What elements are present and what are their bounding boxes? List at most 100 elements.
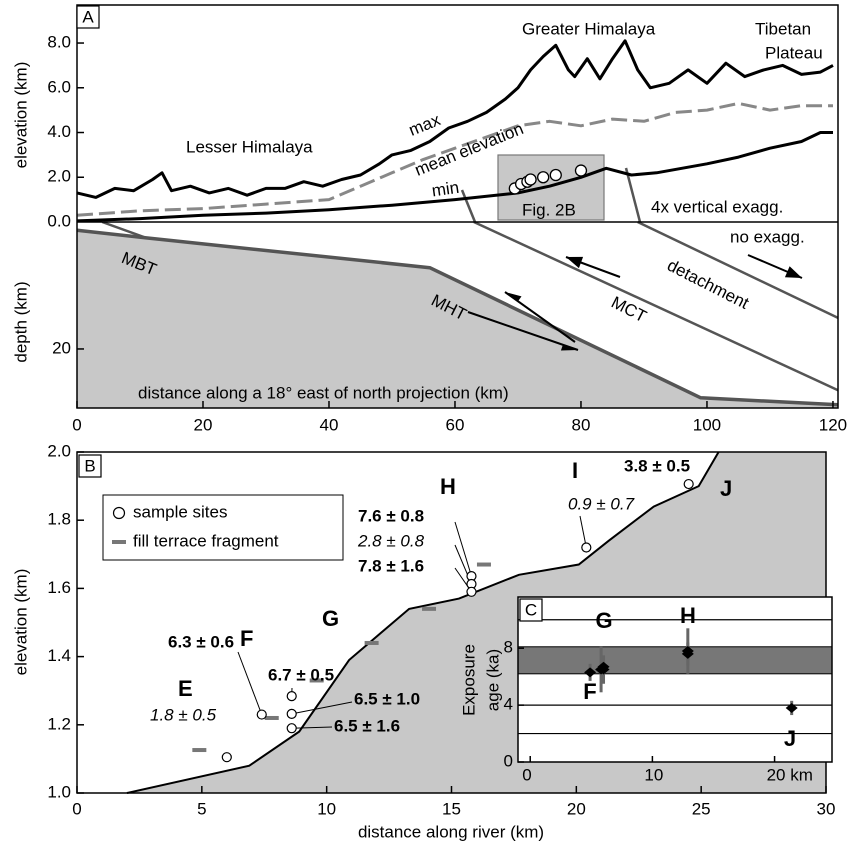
panel-label-box: [78, 454, 102, 478]
x-tick-label: 20 km: [767, 765, 813, 784]
y-tick-label: 4.0: [47, 122, 71, 141]
series-label: min: [431, 178, 461, 201]
panel-label-box: [519, 598, 543, 622]
detachment-trace: [624, 167, 642, 223]
arrow-head: [560, 344, 578, 351]
leader-line: [454, 521, 472, 577]
site-letter: F: [240, 626, 253, 651]
x-tick-label: 120: [819, 415, 847, 434]
footwall-fill: [77, 230, 838, 408]
panel-label: C: [525, 600, 537, 619]
y-axis-title: elevation (km): [11, 62, 30, 169]
age-label: 3.8 ± 0.5: [624, 456, 690, 475]
y-tick-label: 1.0: [47, 782, 71, 801]
x-tick-label: 100: [693, 415, 721, 434]
y-axis-title: age (ka): [483, 649, 502, 711]
river-profile: [126, 451, 720, 794]
annotation: Plateau: [765, 43, 823, 62]
site-letter: I: [572, 458, 578, 483]
y-axis-title: elevation (km): [11, 569, 30, 676]
x-tick-label: 20: [194, 415, 213, 434]
y-tick-label: 0: [504, 751, 513, 770]
leader-line: [291, 701, 353, 715]
mct-trace: [460, 189, 477, 223]
fault-line: [473, 220, 839, 392]
elevation-line: [76, 131, 833, 223]
sample-point: [574, 164, 588, 177]
x-tick-label: 60: [446, 415, 465, 434]
fault-line: [76, 228, 839, 407]
x-tick-label: 10: [317, 799, 336, 818]
age-label: 6.5 ± 1.0: [354, 689, 420, 708]
age-label: 1.8 ± 0.5: [150, 705, 217, 724]
y2-axis-title: depth (km): [11, 281, 30, 362]
x-tick-label: 15: [442, 799, 461, 818]
leader-line: [579, 515, 587, 548]
annotation: Lesser Himalaya: [186, 137, 313, 156]
y-tick-label: 2.0: [47, 441, 71, 460]
x-tick-label: 0: [72, 799, 81, 818]
annotation: no exagg.: [730, 227, 805, 246]
inset-area: [518, 597, 832, 762]
age-point: [584, 667, 597, 678]
site-letter: G: [595, 608, 612, 633]
sample-site: [286, 708, 297, 719]
site-letter: F: [583, 679, 596, 704]
arrow-head: [784, 266, 802, 278]
panel-label: A: [82, 7, 94, 26]
sample-site: [683, 478, 694, 490]
age-point: [681, 646, 694, 657]
age-label: 7.8 ± 1.6: [358, 556, 424, 575]
age-point: [785, 702, 798, 713]
sample-site: [466, 586, 477, 597]
panel-label: B: [84, 456, 95, 475]
x-tick-label: 25: [692, 799, 711, 818]
arrow-head: [566, 256, 584, 269]
y-tick-label: 1.8: [47, 510, 71, 529]
y-tick-label: 8.0: [47, 33, 71, 52]
arrow-head: [505, 292, 522, 302]
age-point: [595, 664, 608, 675]
legend-label: sample sites: [133, 502, 227, 521]
leader-line: [291, 726, 333, 729]
fault-line: [637, 220, 839, 320]
site-letter: H: [680, 603, 696, 628]
x-tick-label: 10: [644, 765, 663, 784]
arrow: [467, 311, 579, 351]
sample-point: [537, 171, 550, 184]
age-label: 7.6 ± 0.8: [358, 506, 424, 525]
annotation: 4x vertical exagg.: [651, 197, 783, 216]
y-tick-label: 1.4: [47, 646, 71, 665]
x-tick-label: 5: [197, 799, 206, 818]
x-axis-title: distance along river (km): [358, 822, 544, 841]
site-letter: H: [440, 474, 456, 499]
panel-label-box: [76, 5, 100, 29]
annotation: Greater Himalaya: [522, 19, 656, 38]
y-tick-label: 6.0: [47, 77, 71, 96]
x-tick-label: 0: [72, 415, 81, 434]
x-tick-label: 0: [522, 765, 531, 784]
legend-box: [102, 494, 344, 561]
elevation-line: [76, 101, 833, 217]
age-label: 6.7 ± 0.5: [268, 665, 334, 684]
sample-site: [286, 723, 297, 734]
sample-site: [581, 542, 592, 553]
site-letter: J: [784, 726, 796, 751]
leader-line: [237, 651, 263, 715]
legend-label: fill terrace fragment: [133, 531, 279, 550]
y-tick-label: 1.2: [47, 714, 71, 733]
y-tick-label: 8: [504, 638, 513, 657]
x-tick-label: 40: [320, 415, 339, 434]
y-tick-label: 1.6: [47, 578, 71, 597]
x-tick-label: 80: [572, 415, 591, 434]
sample-point: [524, 173, 537, 186]
annotation: Fig. 2B: [522, 200, 576, 219]
age-label: 6.3 ± 0.6: [168, 632, 234, 651]
x-tick-label: 30: [817, 799, 836, 818]
age-label: 6.5 ± 1.6: [334, 716, 400, 735]
fig-2b-box: [497, 154, 605, 221]
site-letter: G: [322, 606, 339, 631]
y-tick-label: 0.0: [47, 211, 71, 230]
age-label: 0.9 ± 0.7: [568, 494, 635, 513]
